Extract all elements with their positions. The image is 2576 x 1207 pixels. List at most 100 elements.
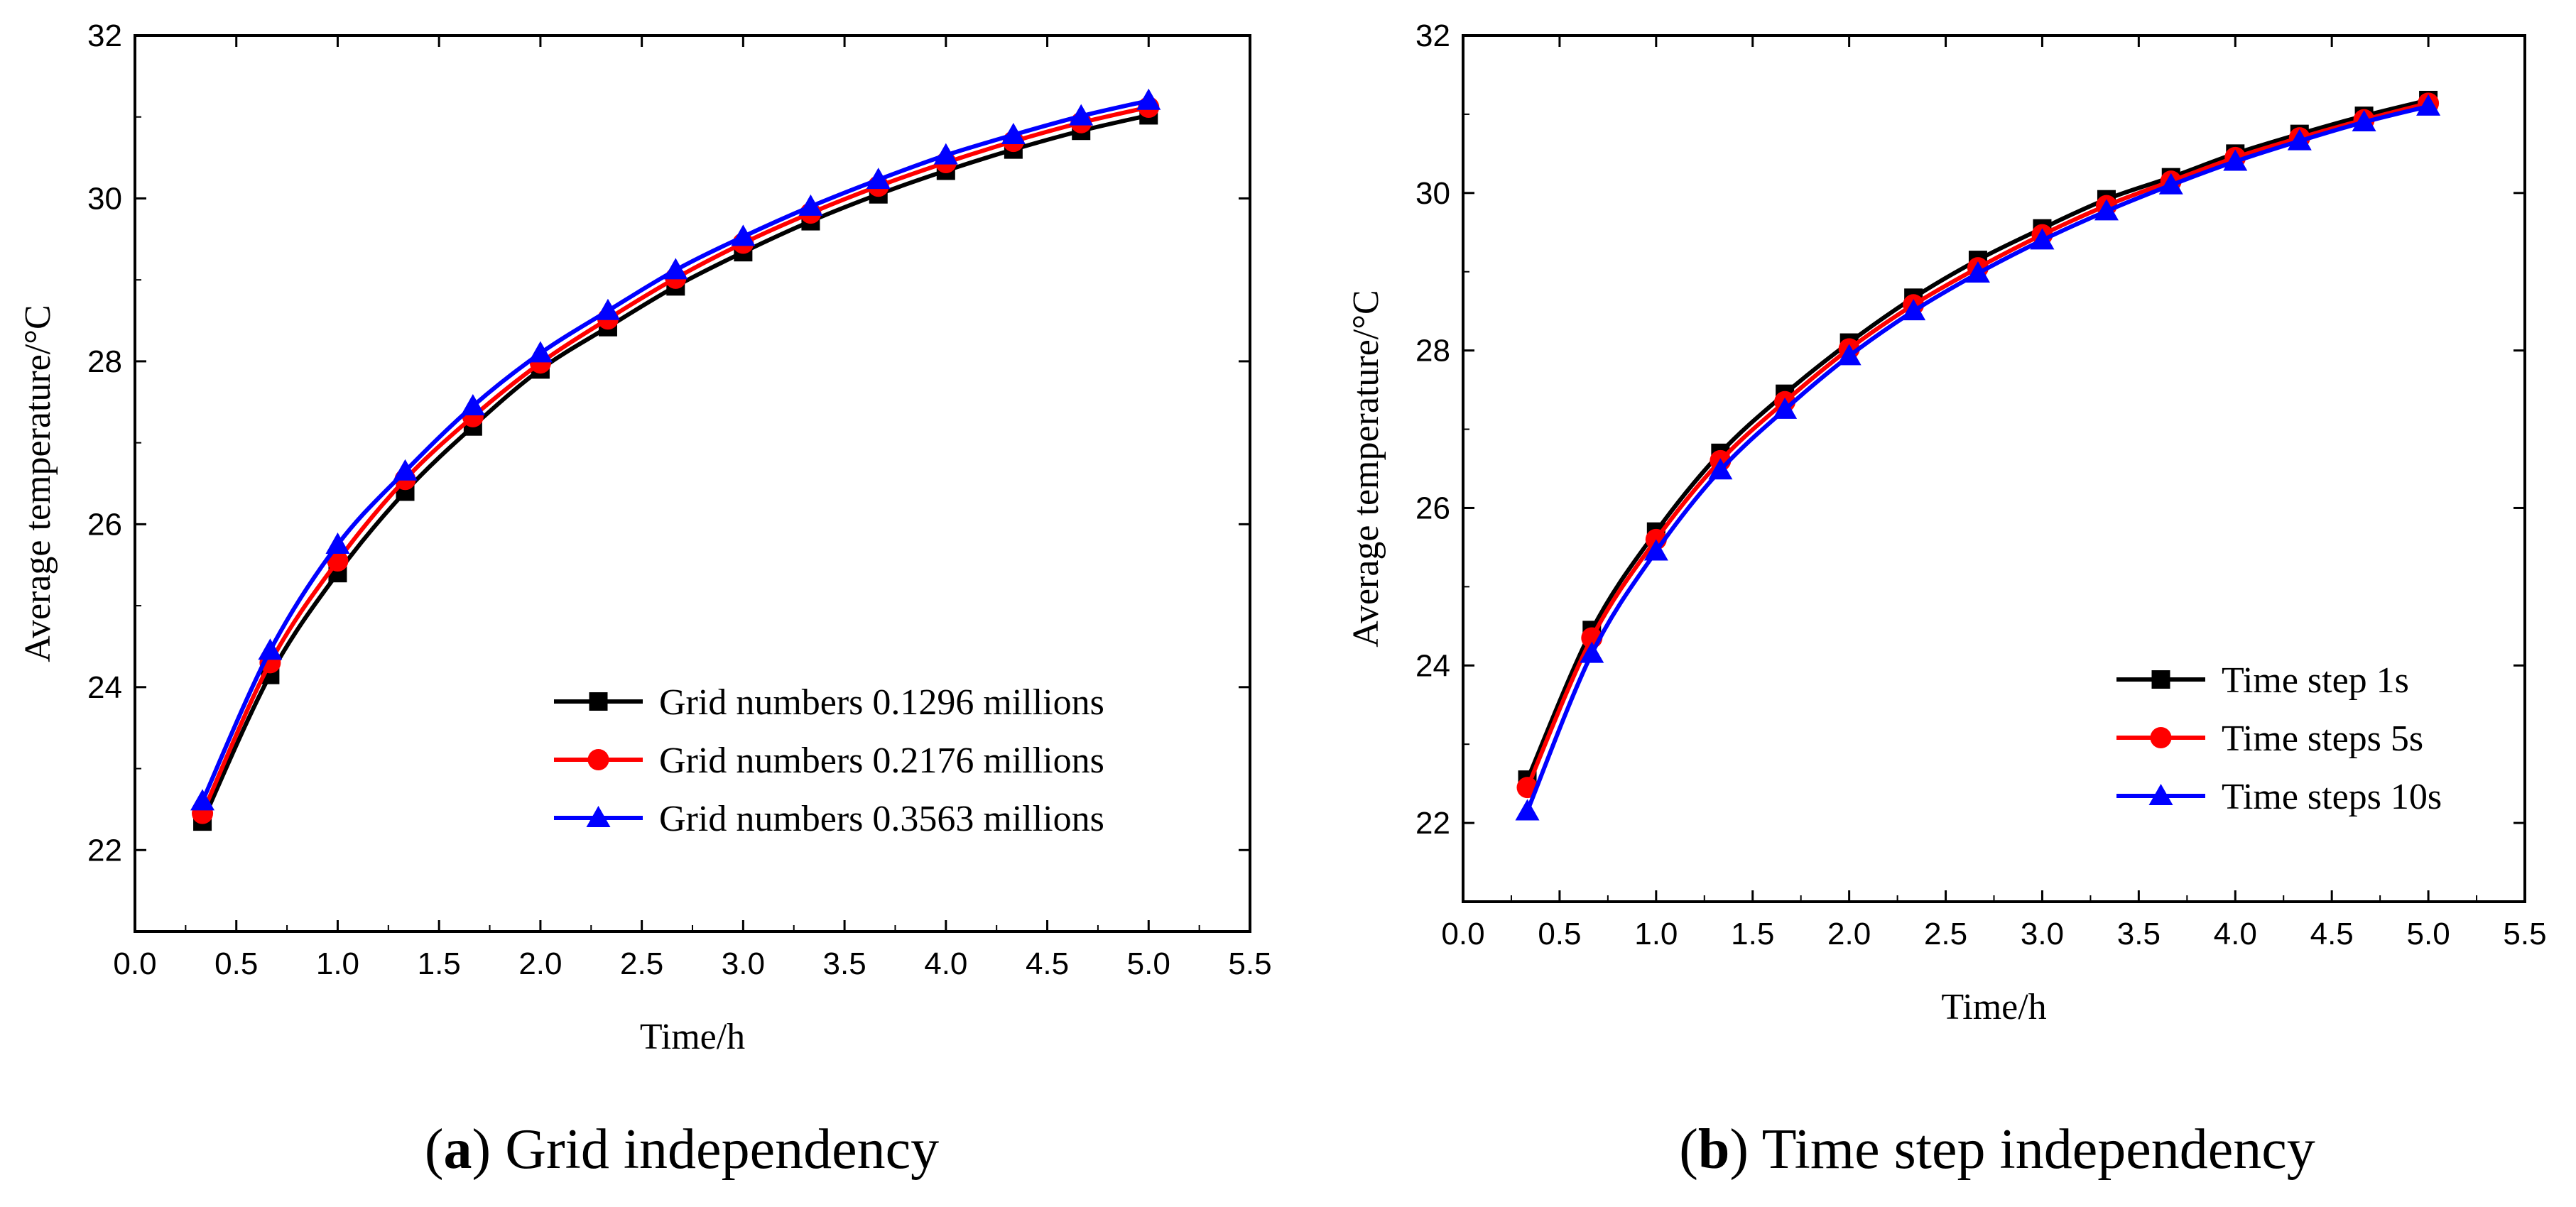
x-tick-label: 3.5 <box>2117 917 2161 951</box>
data-point <box>528 341 553 363</box>
data-point <box>258 638 283 660</box>
data-point <box>1837 344 1862 366</box>
data-point <box>1901 299 1926 321</box>
x-tick-label: 4.5 <box>1026 946 1069 981</box>
x-tick-label: 3.0 <box>2021 917 2064 951</box>
legend-marker <box>587 749 609 770</box>
chart-panel-time-step-independency: 0.0 0.5 1.0 1.5 2.0 2.5 3.0 3.5 4.0 4.5 5.0 5.5 22 24… <box>1346 18 2547 1181</box>
y-tick-label: 22 <box>1415 806 1450 841</box>
series-triangle <box>1515 94 2441 821</box>
x-tick-label: 2.5 <box>620 946 663 981</box>
data-point <box>460 394 485 416</box>
data-point <box>1708 458 1733 480</box>
caption-paren-open: ( <box>425 1118 444 1181</box>
plot-frame <box>1462 34 2526 903</box>
x-tick-label: 4.5 <box>2310 917 2354 951</box>
legend: Grid numbers 0.1296 millions Grid numbers… <box>554 682 1104 839</box>
series-triangle <box>190 88 1161 811</box>
data-point <box>2030 228 2055 250</box>
chart-panel-grid-independency: 0.0 0.5 1.0 1.5 2.0 2.5 3.0 3.5 4.0 4.5 5.0 5.5 22 24… <box>18 18 1272 1181</box>
caption-text: Time step independency <box>1749 1118 2315 1181</box>
y-tick-label: 32 <box>87 18 122 53</box>
data-point <box>1069 104 1094 126</box>
data-point <box>2416 94 2441 116</box>
legend-marker <box>589 692 608 711</box>
data-point <box>2094 199 2119 221</box>
x-tick-label: 5.5 <box>2503 917 2546 951</box>
data-point <box>933 143 958 165</box>
y-tick-label: 24 <box>87 670 122 705</box>
y-tick-label: 28 <box>1415 334 1450 368</box>
caption-letter: b <box>1698 1118 1730 1181</box>
series-line <box>1525 104 2429 812</box>
caption-paren-close: ) <box>1729 1118 1749 1181</box>
legend-marker <box>2150 727 2172 748</box>
y-tick-label: 26 <box>87 507 122 542</box>
y-tick-label: 30 <box>1415 176 1450 211</box>
x-tick-label: 5.5 <box>1228 946 1271 981</box>
x-tick-label: 1.5 <box>1731 917 1774 951</box>
data-point <box>1773 397 1798 419</box>
x-tick-label: 0.0 <box>113 946 156 981</box>
x-tick-label: 2.0 <box>518 946 562 981</box>
legend-marker <box>2148 784 2173 805</box>
x-tick-label: 0.5 <box>1538 917 1581 951</box>
series-line <box>200 98 1149 802</box>
data-point <box>595 298 620 320</box>
data-point <box>327 550 349 572</box>
caption-letter: a <box>444 1118 472 1181</box>
x-tick-label: 4.0 <box>924 946 967 981</box>
data-point <box>1515 799 1540 821</box>
data-point <box>1643 539 1668 561</box>
data-point <box>1136 88 1161 110</box>
data-point <box>325 532 350 555</box>
y-tick-label: 28 <box>87 344 122 379</box>
x-axis-title: Time/h <box>1941 987 2046 1027</box>
y-tick-label: 30 <box>87 181 122 216</box>
x-tick-label: 0.0 <box>1441 917 1484 951</box>
figure-caption: (a) Grid independency <box>425 1118 939 1181</box>
legend-label: Time step 1s <box>2222 660 2409 701</box>
caption-text: Grid independency <box>491 1118 939 1181</box>
x-tick-label: 1.5 <box>418 946 461 981</box>
legend-label: Grid numbers 0.1296 millions <box>659 682 1104 723</box>
plot-frame <box>134 34 1251 933</box>
x-tick-label: 1.0 <box>1634 917 1678 951</box>
data-point <box>866 168 891 190</box>
x-tick-label: 3.5 <box>823 946 866 981</box>
data-point <box>2352 110 2376 131</box>
data-point <box>190 789 215 811</box>
y-axis-title: Average temperature/°C <box>18 305 58 662</box>
data-point <box>2158 173 2183 195</box>
legend-marker <box>2151 670 2170 689</box>
figure-caption: (b) Time step independency <box>1679 1118 2315 1181</box>
data-point <box>731 224 756 246</box>
caption-paren-close: ) <box>472 1118 491 1181</box>
x-tick-label: 3.0 <box>722 946 765 981</box>
y-axis-title: Average temperature/°C <box>1346 290 1386 647</box>
data-point <box>663 258 688 280</box>
legend-label: Time steps 10s <box>2222 777 2442 817</box>
x-tick-label: 2.0 <box>1827 917 1871 951</box>
data-point <box>2223 149 2248 171</box>
x-tick-label: 5.0 <box>2407 917 2450 951</box>
legend-marker <box>586 806 611 827</box>
data-point <box>1001 122 1026 144</box>
x-tick-label: 0.5 <box>214 946 258 981</box>
y-tick-label: 22 <box>87 833 122 868</box>
x-tick-label: 5.0 <box>1127 946 1170 981</box>
legend-label: Grid numbers 0.3563 millions <box>659 799 1104 839</box>
caption-paren-open: ( <box>1679 1118 1698 1181</box>
y-tick-label: 32 <box>1415 18 1450 53</box>
x-tick-label: 1.0 <box>316 946 359 981</box>
x-tick-label: 2.5 <box>1924 917 1967 951</box>
data-point <box>2287 129 2312 151</box>
data-point <box>1580 641 1604 663</box>
y-tick-label: 26 <box>1415 491 1450 525</box>
legend-label: Grid numbers 0.2176 millions <box>659 741 1104 781</box>
data-point <box>1965 261 1990 283</box>
y-tick-label: 24 <box>1415 648 1450 683</box>
x-axis-title: Time/h <box>640 1017 745 1057</box>
x-tick-label: 4.0 <box>2214 917 2257 951</box>
